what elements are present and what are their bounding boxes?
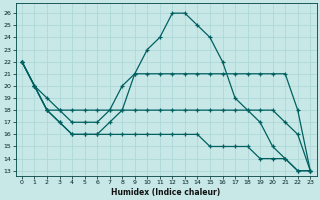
X-axis label: Humidex (Indice chaleur): Humidex (Indice chaleur) [111, 188, 221, 197]
